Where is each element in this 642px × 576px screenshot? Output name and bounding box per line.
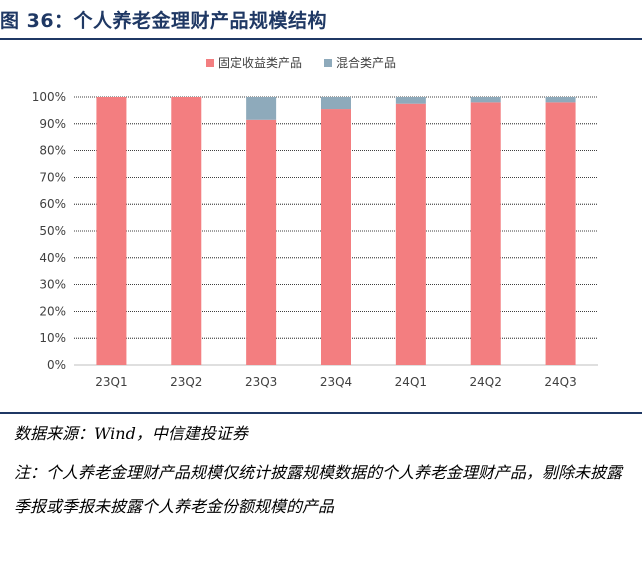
x-tick-label: 23Q4	[320, 375, 352, 389]
y-tick-label: 90%	[39, 117, 66, 131]
x-tick-label: 24Q3	[544, 375, 576, 389]
bar-segment	[321, 97, 351, 110]
bar-segment	[246, 119, 277, 365]
y-tick-label: 0%	[47, 358, 66, 372]
bar-segment	[96, 97, 127, 365]
footnote: 注：个人养老金理财产品规模仅统计披露规模数据的个人养老金理财产品，剔除未披露季报…	[14, 463, 623, 516]
x-tick-label: 24Q1	[395, 375, 427, 389]
figure-title: 图 36：个人养老金理财产品规模结构	[0, 10, 328, 32]
y-tick-label: 30%	[39, 278, 66, 292]
legend-label: 混合类产品	[336, 55, 396, 70]
legend-label: 固定收益类产品	[218, 55, 302, 70]
y-tick-label: 10%	[39, 331, 66, 345]
bar-segment	[395, 97, 426, 104]
bar-segment	[545, 102, 576, 366]
stacked-bar-chart: 0% 10% 20% 30% 40% 50% 60% 70% 80% 90% 100% 23Q1 23Q…	[32, 55, 598, 389]
bar-segment	[171, 97, 202, 365]
y-tick-label: 70%	[39, 170, 66, 184]
y-tick-label: 20%	[39, 304, 66, 318]
legend-swatch	[324, 59, 332, 67]
x-tick-label: 23Q1	[95, 375, 127, 389]
bar-segment	[470, 97, 501, 103]
footer-rule	[0, 412, 642, 414]
bar-segment	[545, 97, 576, 103]
x-tick-label: 24Q2	[470, 375, 502, 389]
title-rule	[0, 38, 642, 40]
x-tick-label: 23Q3	[245, 375, 277, 389]
y-tick-label: 100%	[32, 90, 66, 104]
y-tick-label: 40%	[39, 251, 66, 265]
bar-segment	[321, 109, 351, 365]
x-tick-label: 23Q2	[170, 375, 202, 389]
bar-segment	[470, 102, 501, 366]
bar-segment	[395, 103, 426, 365]
y-tick-label: 80%	[39, 144, 66, 158]
bar-segment	[246, 97, 277, 120]
y-tick-label: 60%	[39, 197, 66, 211]
y-tick-label: 50%	[39, 224, 66, 238]
data-source: 数据来源：Wind，中信建投证券	[14, 424, 248, 443]
legend-swatch	[206, 59, 214, 67]
